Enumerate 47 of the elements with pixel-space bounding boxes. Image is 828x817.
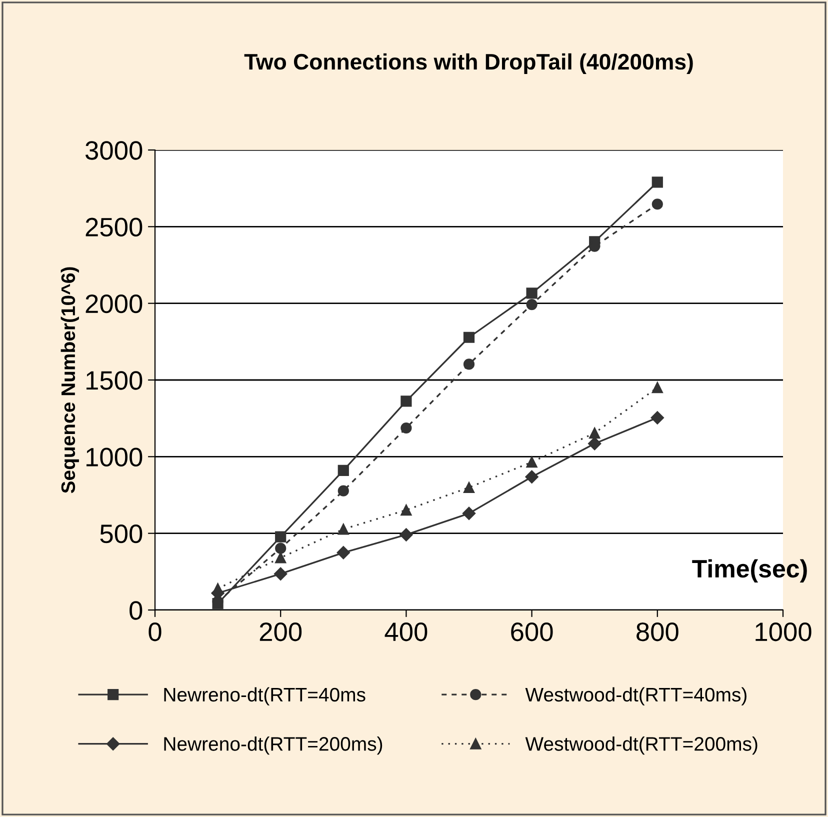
x-tick-label: 800 — [636, 622, 678, 642]
point — [275, 542, 286, 554]
y-axis-title: Sequence Number(10^6) — [60, 267, 79, 494]
legend-label: Newreno-dt(RTT=40ms — [164, 687, 366, 706]
point — [526, 288, 538, 299]
point — [652, 382, 663, 394]
point — [526, 456, 538, 468]
point — [463, 482, 475, 494]
point — [338, 485, 349, 496]
x-tick-label: 400 — [384, 622, 428, 642]
point — [274, 567, 288, 580]
x-tick-label: 600 — [511, 622, 553, 642]
point — [400, 504, 412, 516]
y-tick-label: 3000 — [86, 141, 142, 160]
point — [588, 437, 602, 450]
legend-label: Westwood-dt(RTT=40ms) — [525, 687, 746, 706]
y-tick-label: 2500 — [86, 218, 142, 236]
point — [400, 422, 412, 434]
point — [336, 546, 350, 560]
x-tick-label: 1000 — [756, 622, 812, 642]
legend-label: Newreno-dt(RTT=200ms) — [164, 736, 382, 755]
point — [463, 332, 475, 343]
x-axis-title: Time(sec) — [692, 559, 807, 583]
point — [275, 531, 286, 542]
point — [462, 506, 476, 520]
point — [526, 299, 538, 310]
point — [589, 427, 600, 439]
point — [525, 470, 538, 484]
point — [400, 528, 413, 542]
y-tick-label: 1500 — [86, 371, 142, 390]
point — [338, 464, 349, 476]
point — [212, 583, 224, 594]
y-tick-label: 1000 — [86, 448, 142, 466]
x-tick-label: 0 — [148, 622, 162, 642]
y-tick-label: 0 — [130, 601, 142, 620]
point — [338, 524, 349, 535]
y-tick-label: 500 — [100, 524, 142, 544]
y-tick-label: 2000 — [86, 294, 142, 314]
legend-label: Westwood-dt(RTT=200ms) — [525, 736, 758, 755]
point — [652, 176, 663, 188]
point — [650, 411, 664, 424]
point — [275, 552, 286, 564]
point — [463, 358, 475, 370]
chart-title: Two Connections with DropTail (40/200ms) — [244, 53, 693, 74]
point — [652, 198, 663, 210]
x-tick-label: 200 — [260, 622, 302, 642]
point — [400, 396, 412, 407]
